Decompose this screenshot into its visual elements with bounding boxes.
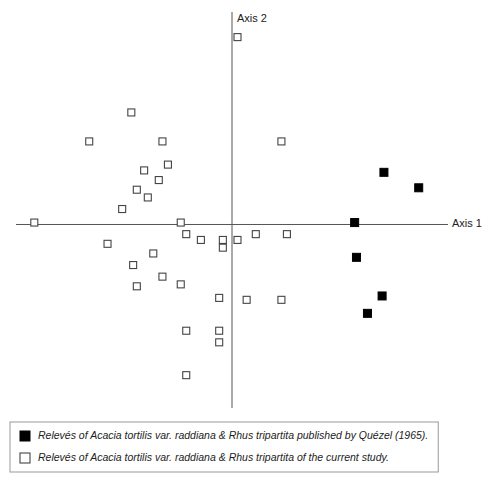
- point: [352, 253, 360, 261]
- point: [177, 219, 184, 226]
- point: [155, 177, 162, 184]
- x-axis-label: Axis 1: [452, 217, 482, 229]
- point: [219, 236, 226, 243]
- point: [177, 281, 184, 288]
- point: [128, 109, 135, 116]
- point: [234, 34, 241, 41]
- legend-swatch: [20, 431, 30, 441]
- point: [31, 219, 38, 226]
- point: [183, 372, 190, 379]
- point: [380, 168, 388, 176]
- point: [133, 186, 140, 193]
- point: [164, 161, 171, 168]
- y-axis-label: Axis 2: [237, 12, 267, 24]
- point: [243, 296, 250, 303]
- point: [183, 327, 190, 334]
- chart: Axis 1 Axis 2 Relevés of Acacia tortilis v…: [0, 0, 500, 484]
- legend-box: [10, 422, 438, 472]
- point: [234, 236, 241, 243]
- point: [252, 231, 259, 238]
- point: [378, 292, 386, 300]
- point: [415, 184, 423, 192]
- point: [159, 138, 166, 145]
- point: [351, 219, 359, 227]
- y-axis-line: [232, 12, 233, 408]
- point: [278, 296, 285, 303]
- point: [104, 240, 111, 247]
- point: [278, 138, 285, 145]
- point: [183, 231, 190, 238]
- point: [141, 167, 148, 174]
- point: [216, 294, 223, 301]
- point: [219, 244, 226, 251]
- point: [197, 236, 204, 243]
- point: [216, 339, 223, 346]
- point: [133, 283, 140, 290]
- legend-label: Relevés of Acacia tortilis var. raddiana…: [38, 429, 428, 441]
- legend: Relevés of Acacia tortilis var. raddiana…: [10, 422, 438, 472]
- point: [144, 194, 151, 201]
- point: [130, 262, 137, 269]
- points: [31, 34, 423, 379]
- point: [119, 206, 126, 213]
- point: [363, 309, 371, 317]
- point: [86, 138, 93, 145]
- point: [150, 250, 157, 257]
- legend-swatch: [20, 453, 30, 463]
- point: [216, 327, 223, 334]
- point: [159, 273, 166, 280]
- legend-label: Relevés of Acacia tortilis var. raddiana…: [38, 451, 389, 463]
- point: [283, 231, 290, 238]
